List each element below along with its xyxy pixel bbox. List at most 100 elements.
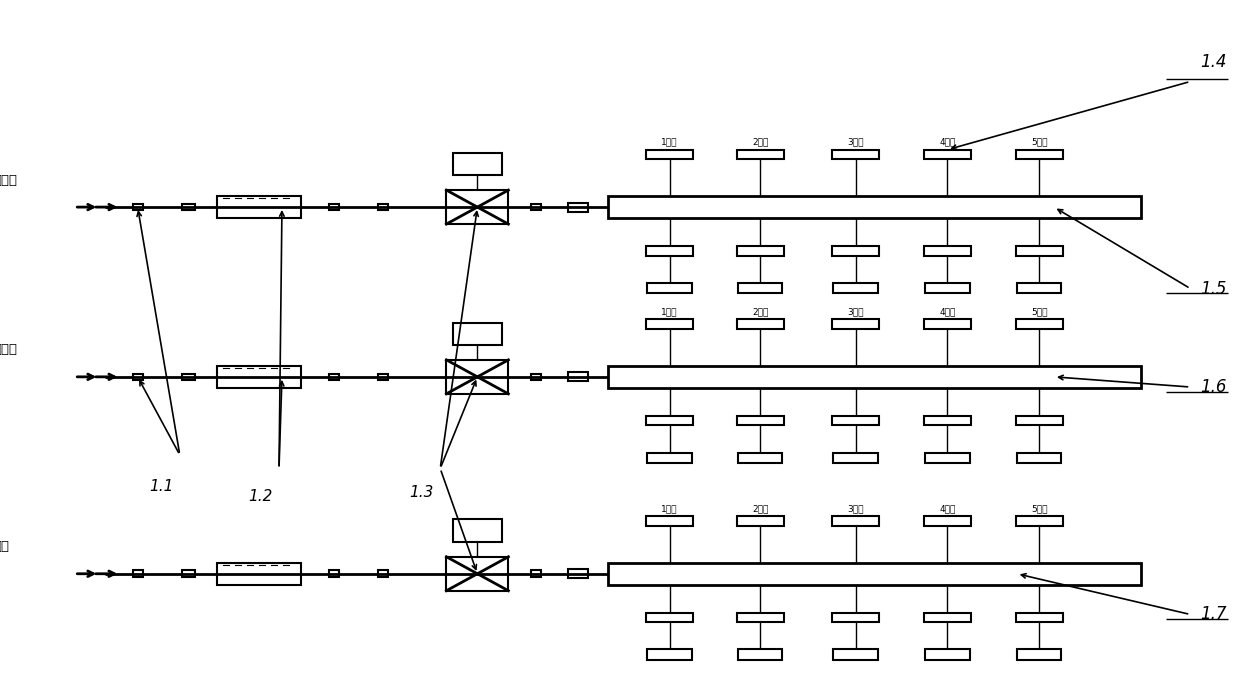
Bar bbox=[446, 557, 508, 591]
Text: 1.3: 1.3 bbox=[409, 485, 434, 500]
Bar bbox=[833, 650, 878, 659]
Bar bbox=[737, 613, 784, 623]
Bar bbox=[924, 246, 971, 256]
Bar bbox=[646, 613, 693, 623]
Bar bbox=[738, 650, 782, 659]
Text: 5号枪: 5号枪 bbox=[1030, 137, 1048, 146]
Bar bbox=[133, 204, 143, 210]
Text: 4号枪: 4号枪 bbox=[939, 137, 956, 146]
Bar bbox=[133, 373, 143, 380]
Bar bbox=[647, 650, 692, 659]
Bar bbox=[646, 246, 693, 256]
Bar bbox=[531, 373, 541, 380]
Text: 2号枪: 2号枪 bbox=[751, 307, 769, 316]
Bar bbox=[737, 319, 784, 329]
Bar bbox=[217, 366, 301, 388]
Bar bbox=[832, 149, 879, 159]
Bar bbox=[738, 283, 782, 293]
Text: 3号枪: 3号枪 bbox=[847, 307, 864, 316]
Bar bbox=[832, 613, 879, 623]
Bar bbox=[832, 416, 879, 426]
Text: 1号枪: 1号枪 bbox=[661, 137, 678, 146]
Bar bbox=[1016, 246, 1063, 256]
Bar bbox=[925, 650, 970, 659]
Bar bbox=[182, 204, 195, 210]
Text: 加热氧: 加热氧 bbox=[0, 344, 17, 356]
Bar bbox=[329, 570, 339, 577]
Bar bbox=[378, 204, 388, 210]
Bar bbox=[453, 153, 502, 175]
Bar bbox=[924, 516, 971, 526]
Bar bbox=[329, 373, 339, 380]
Bar bbox=[833, 283, 878, 293]
Bar bbox=[646, 319, 693, 329]
Bar bbox=[1017, 453, 1061, 462]
Text: 3号枪: 3号枪 bbox=[847, 504, 864, 513]
Bar bbox=[647, 283, 692, 293]
Text: 5号枪: 5号枪 bbox=[1030, 307, 1048, 316]
Text: 2号枪: 2号枪 bbox=[751, 504, 769, 513]
Bar bbox=[737, 516, 784, 526]
Bar bbox=[924, 319, 971, 329]
Bar bbox=[446, 360, 508, 394]
Bar bbox=[608, 196, 1141, 218]
Text: 1.5: 1.5 bbox=[1200, 280, 1226, 297]
Bar bbox=[568, 202, 588, 212]
Bar bbox=[453, 323, 502, 345]
Bar bbox=[924, 149, 971, 159]
Text: 1.7: 1.7 bbox=[1200, 606, 1226, 623]
Text: 4号枪: 4号枪 bbox=[939, 307, 956, 316]
Bar bbox=[646, 416, 693, 426]
Text: 1.2: 1.2 bbox=[248, 489, 273, 504]
Text: 切割氧: 切割氧 bbox=[0, 174, 17, 187]
Bar bbox=[378, 570, 388, 577]
Bar bbox=[1016, 613, 1063, 623]
Text: 1号枪: 1号枪 bbox=[661, 307, 678, 316]
Text: 燃气: 燃气 bbox=[0, 540, 10, 553]
Text: 1.4: 1.4 bbox=[1200, 53, 1226, 71]
Bar bbox=[217, 563, 301, 585]
Bar bbox=[925, 283, 970, 293]
Bar bbox=[924, 416, 971, 426]
Text: 2号枪: 2号枪 bbox=[751, 137, 769, 146]
Bar bbox=[531, 570, 541, 577]
Text: 1.6: 1.6 bbox=[1200, 378, 1226, 396]
Bar bbox=[833, 453, 878, 462]
Bar bbox=[329, 204, 339, 210]
Bar bbox=[608, 366, 1141, 388]
Bar bbox=[1016, 516, 1063, 526]
Bar bbox=[646, 516, 693, 526]
Bar bbox=[1017, 283, 1061, 293]
Bar bbox=[568, 569, 588, 579]
Bar bbox=[646, 149, 693, 159]
Bar bbox=[737, 149, 784, 159]
Bar bbox=[531, 204, 541, 210]
Bar bbox=[378, 373, 388, 380]
Bar bbox=[568, 372, 588, 382]
Bar bbox=[924, 613, 971, 623]
Text: 4号枪: 4号枪 bbox=[939, 504, 956, 513]
Bar bbox=[182, 570, 195, 577]
Text: 5号枪: 5号枪 bbox=[1030, 504, 1048, 513]
Text: 1号枪: 1号枪 bbox=[661, 504, 678, 513]
Bar bbox=[925, 453, 970, 462]
Bar bbox=[1016, 319, 1063, 329]
Bar bbox=[1016, 416, 1063, 426]
Bar bbox=[832, 246, 879, 256]
Bar bbox=[608, 563, 1141, 585]
Text: 3号枪: 3号枪 bbox=[847, 137, 864, 146]
Bar bbox=[182, 373, 195, 380]
Bar bbox=[832, 319, 879, 329]
Bar bbox=[647, 453, 692, 462]
Bar bbox=[446, 190, 508, 224]
Bar bbox=[1016, 149, 1063, 159]
Bar bbox=[737, 416, 784, 426]
Bar bbox=[217, 196, 301, 218]
Bar bbox=[1017, 650, 1061, 659]
Bar bbox=[453, 519, 502, 542]
Bar bbox=[832, 516, 879, 526]
Bar bbox=[738, 453, 782, 462]
Text: 1.1: 1.1 bbox=[149, 479, 174, 494]
Bar bbox=[133, 570, 143, 577]
Bar bbox=[737, 246, 784, 256]
